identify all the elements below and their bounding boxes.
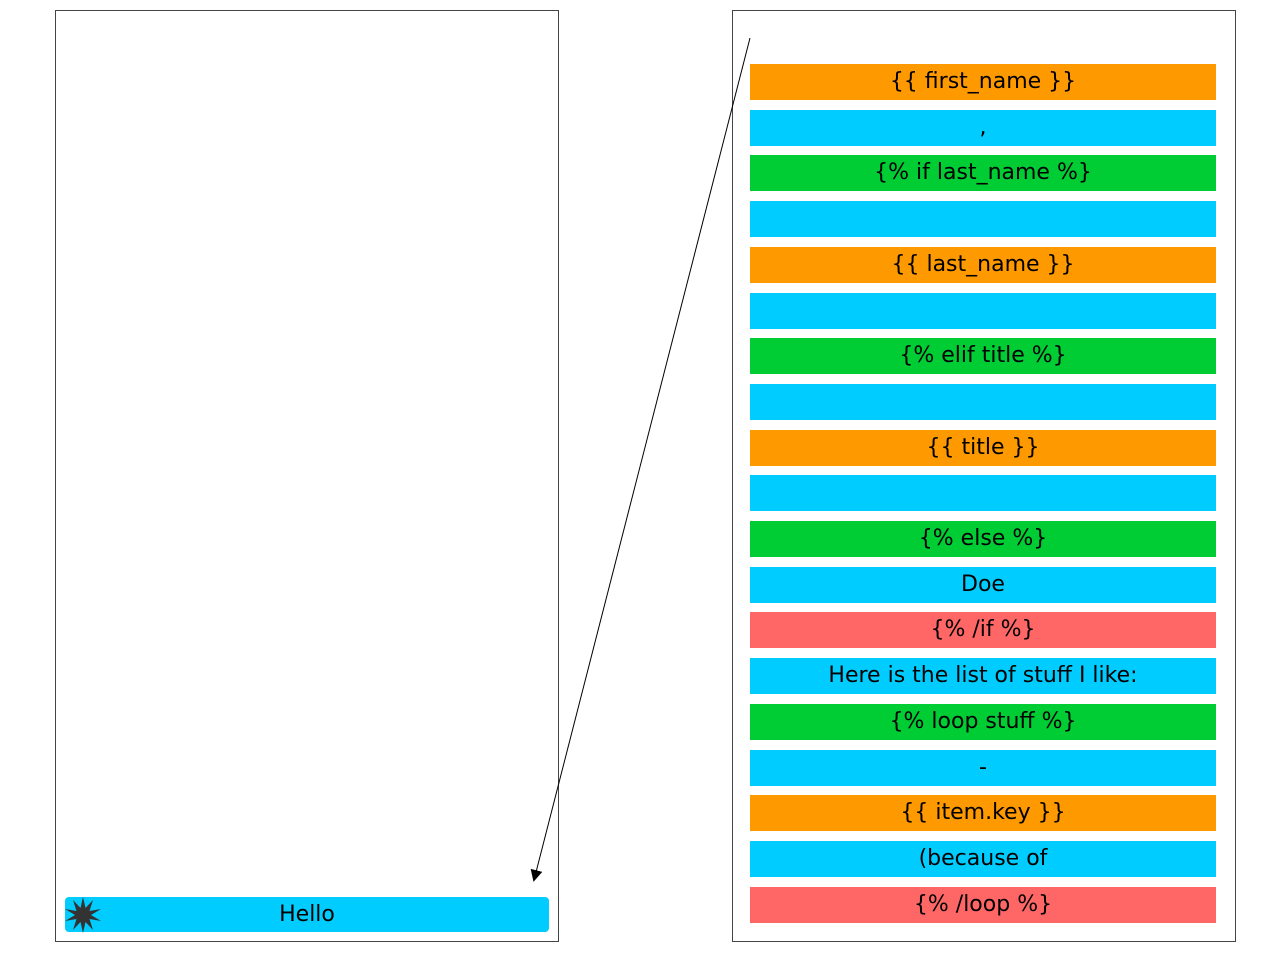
left-panel bbox=[55, 10, 559, 942]
token-row: {{ item.key }} bbox=[750, 795, 1216, 832]
token-label: Here is the list of stuff I like: bbox=[828, 663, 1138, 689]
token-row: Doe bbox=[750, 566, 1216, 603]
token-row bbox=[750, 201, 1216, 238]
token-row: - bbox=[750, 749, 1216, 786]
token-row: {% /if %} bbox=[750, 612, 1216, 649]
token-label: {% /if %} bbox=[930, 617, 1036, 643]
current-token-label: Hello bbox=[279, 902, 335, 927]
token-label: {% elif title %} bbox=[899, 343, 1067, 369]
burst-icon bbox=[65, 897, 101, 933]
token-label: {% else %} bbox=[918, 526, 1048, 551]
token-label: {{ title }} bbox=[926, 434, 1040, 460]
token-row bbox=[750, 383, 1216, 420]
token-row: {% else %} bbox=[750, 521, 1216, 557]
token-label: - bbox=[979, 754, 987, 780]
token-row: {{ last_name }} bbox=[750, 246, 1216, 283]
token-label: {{ item.key }} bbox=[900, 800, 1066, 826]
token-row: Here is the list of stuff I like: bbox=[750, 658, 1216, 695]
token-label: {% loop stuff %} bbox=[889, 708, 1077, 734]
token-row: {{ title }} bbox=[750, 429, 1216, 466]
current-token: Hello bbox=[65, 897, 549, 932]
token-row: {% if last_name %} bbox=[750, 155, 1216, 192]
token-row: {% /loop %} bbox=[750, 886, 1216, 923]
token-row: (because of bbox=[750, 840, 1216, 877]
token-label: (because of bbox=[918, 845, 1048, 871]
token-label: {% /loop %} bbox=[913, 891, 1053, 917]
token-row: {% elif title %} bbox=[750, 338, 1216, 375]
token-row: {% loop stuff %} bbox=[750, 703, 1216, 740]
token-label: Doe bbox=[961, 571, 1005, 597]
token-label: {{ last_name }} bbox=[891, 251, 1075, 277]
token-row bbox=[750, 475, 1216, 512]
token-label: , bbox=[979, 114, 987, 140]
token-label: {% if last_name %} bbox=[874, 160, 1092, 186]
token-row: {{ first_name }} bbox=[750, 64, 1216, 100]
token-row: , bbox=[750, 109, 1216, 146]
token-row bbox=[750, 292, 1216, 329]
token-label: {{ first_name }} bbox=[889, 69, 1077, 94]
